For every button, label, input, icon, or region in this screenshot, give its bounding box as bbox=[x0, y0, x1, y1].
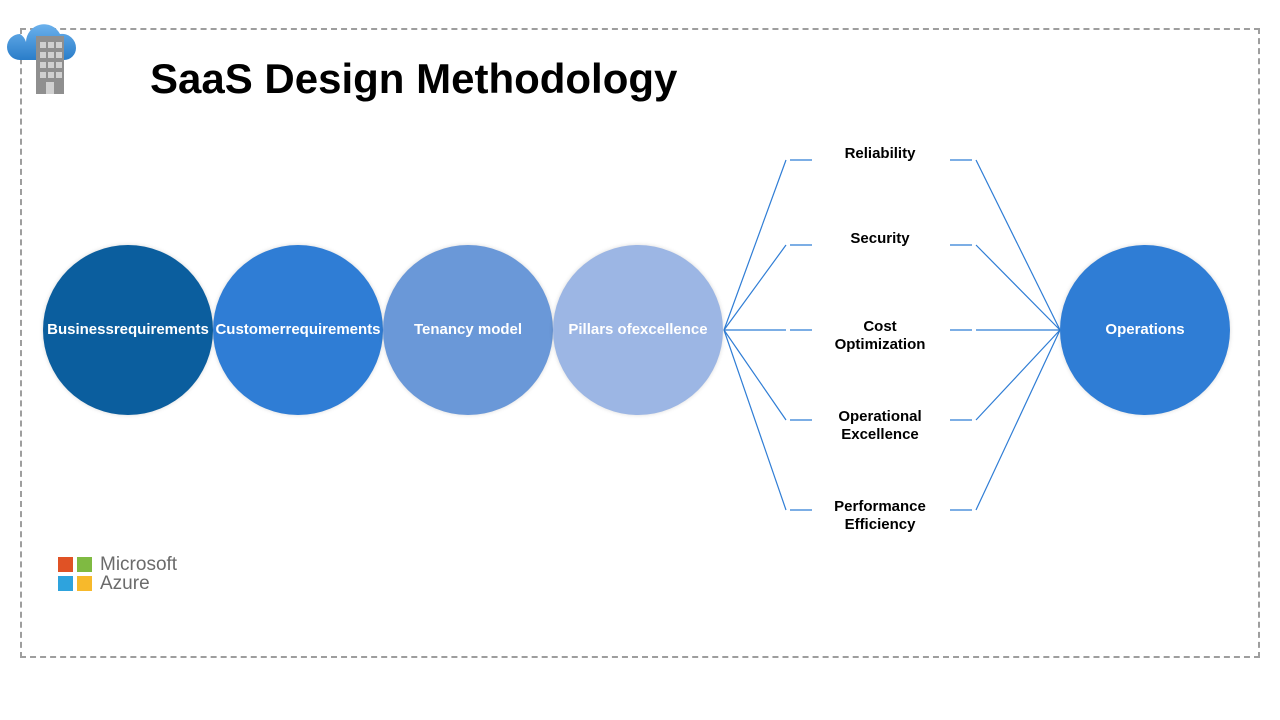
pillar-label-security: Security bbox=[810, 230, 950, 248]
circle-business: Businessrequirements bbox=[43, 245, 213, 415]
pillar-label-opexc: OperationalExcellence bbox=[810, 408, 950, 444]
pillar-label-cost: CostOptimization bbox=[810, 318, 950, 354]
circle-customer: Customerrequirements bbox=[213, 245, 383, 415]
azure-logo: Microsoft Azure bbox=[58, 555, 177, 593]
azure-word-1: Microsoft bbox=[100, 555, 177, 574]
pillar-label-perf: PerformanceEfficiency bbox=[810, 498, 950, 534]
pillar-label-reliability: Reliability bbox=[810, 145, 950, 163]
azure-word-2: Azure bbox=[100, 574, 177, 593]
azure-logo-icon bbox=[58, 557, 92, 591]
circle-operations: Operations bbox=[1060, 245, 1230, 415]
circle-tenancy: Tenancy model bbox=[383, 245, 553, 415]
azure-logo-text: Microsoft Azure bbox=[100, 555, 177, 593]
circle-pillars: Pillars ofexcellence bbox=[553, 245, 723, 415]
